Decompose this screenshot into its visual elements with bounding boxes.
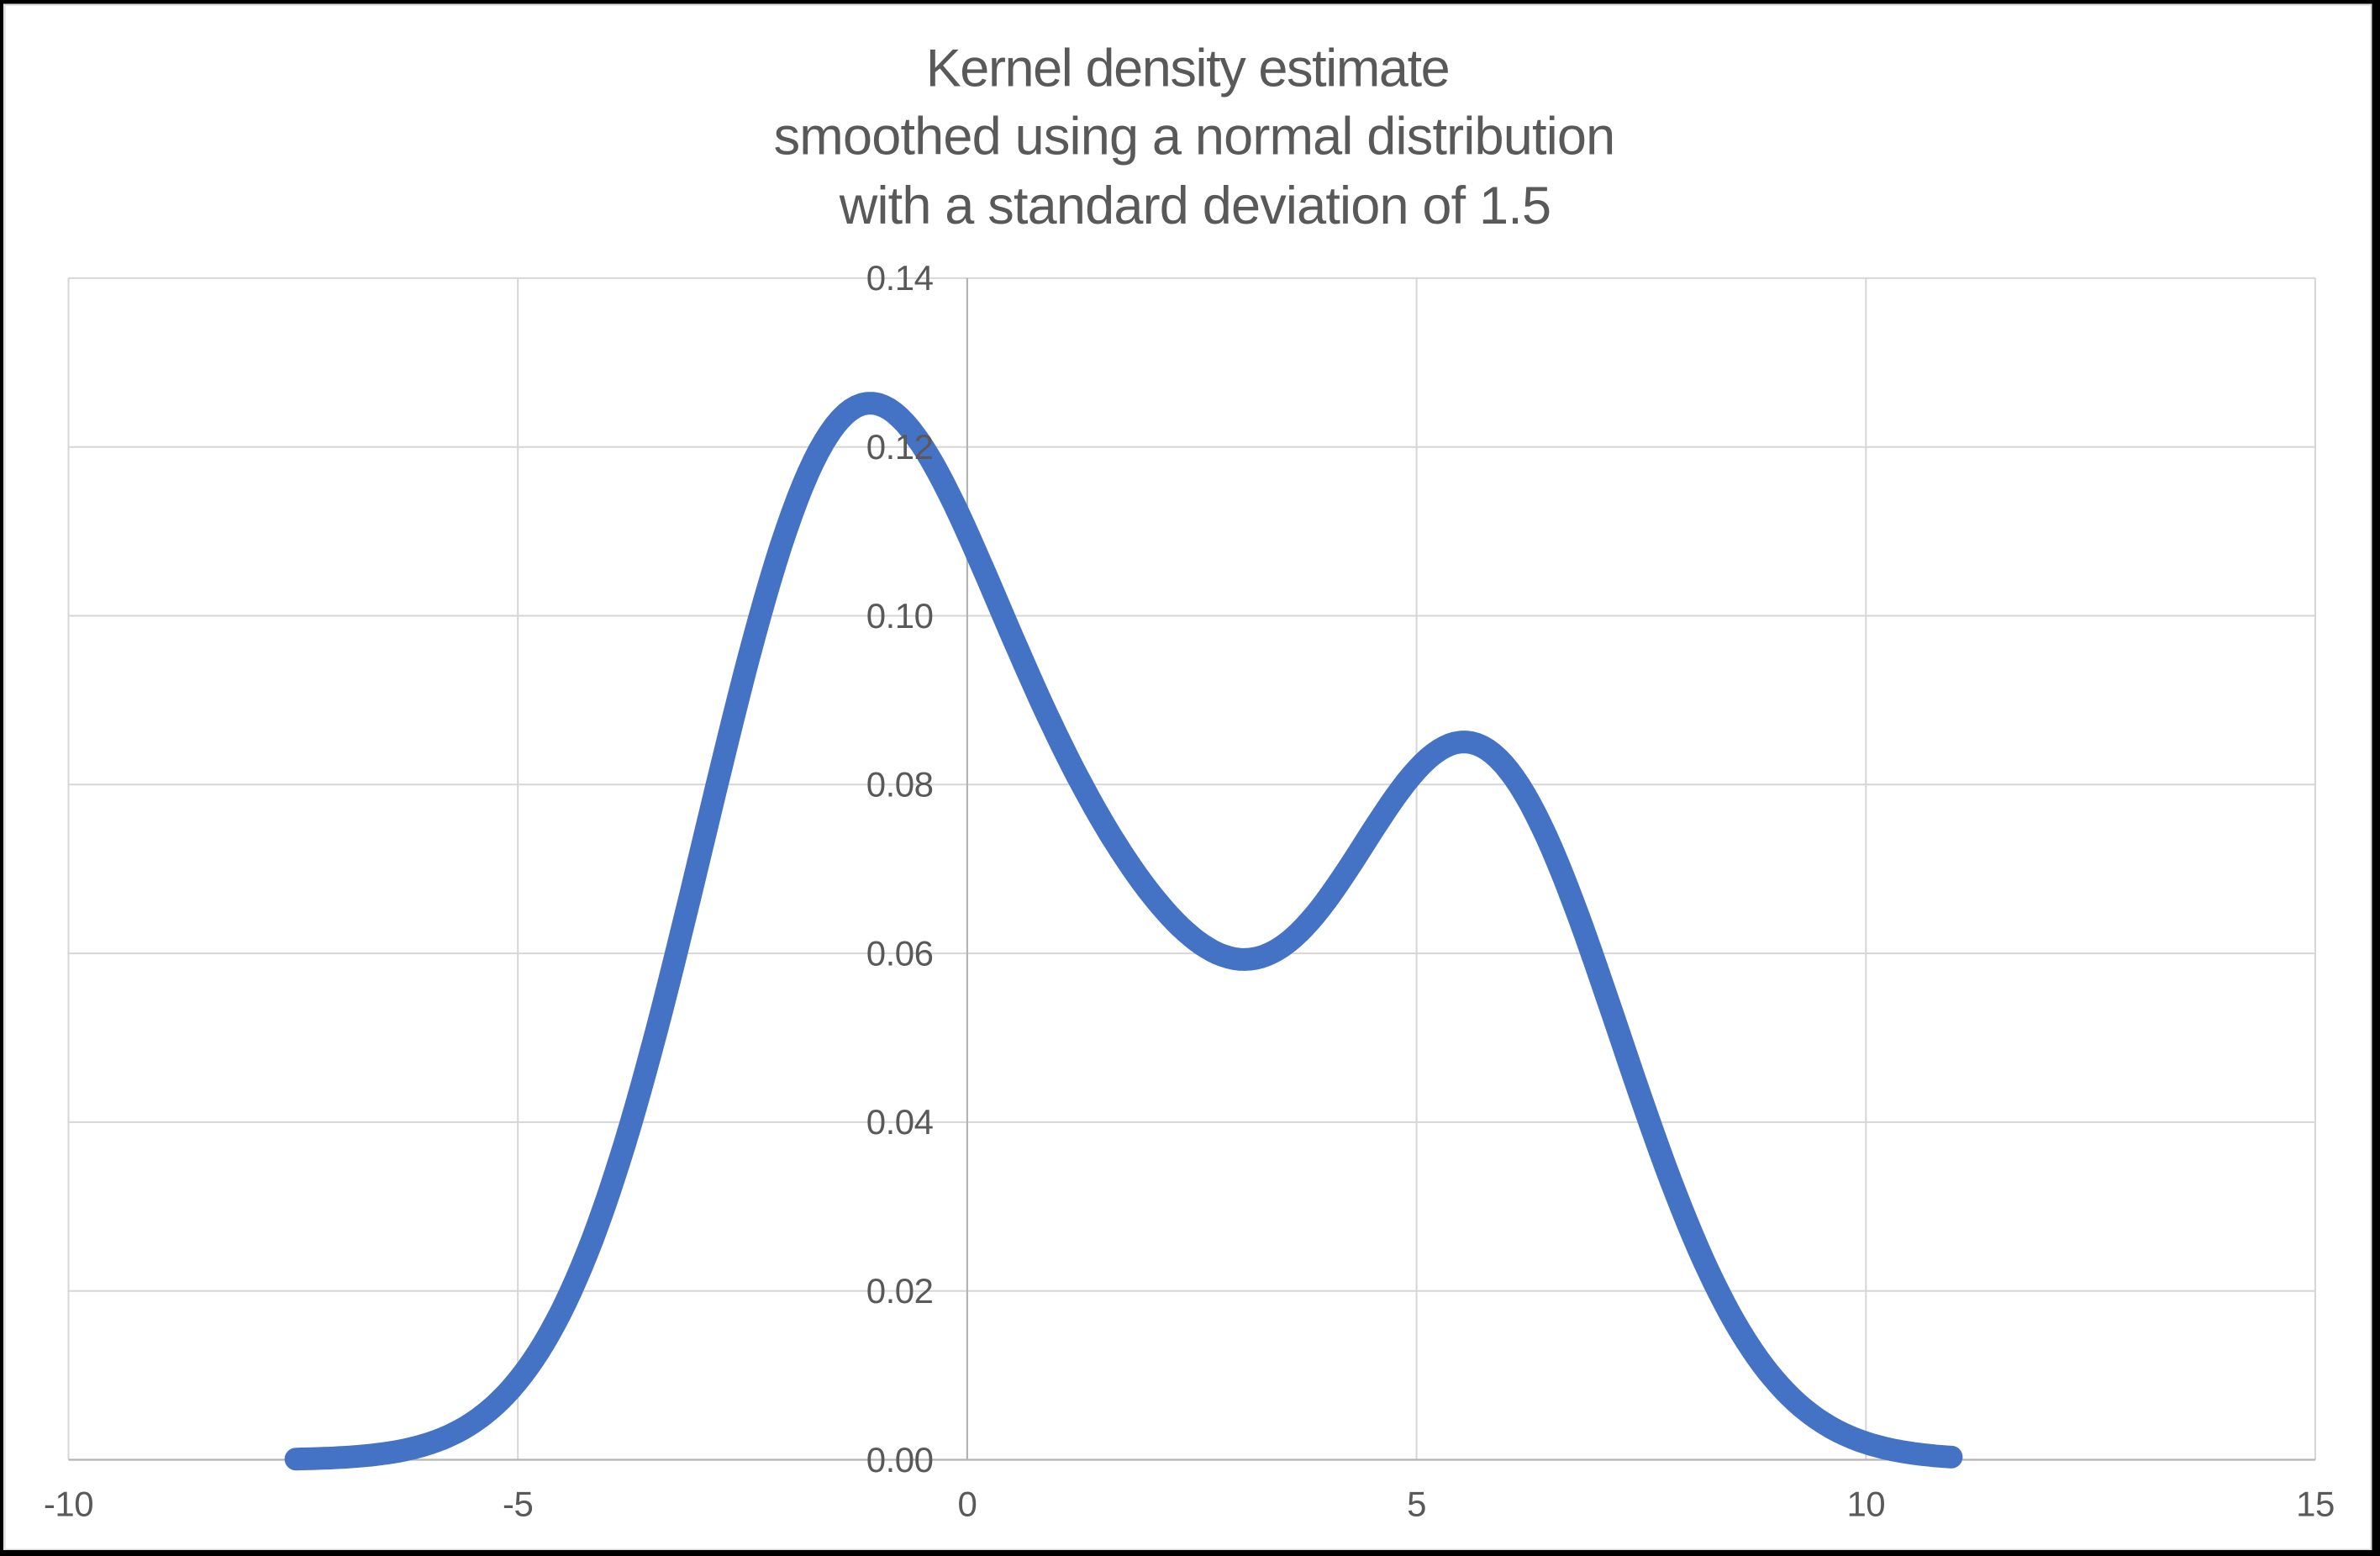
svg-text:0.08: 0.08 <box>866 765 934 804</box>
svg-text:5: 5 <box>1407 1485 1426 1524</box>
svg-text:0.04: 0.04 <box>866 1102 934 1142</box>
svg-text:0.12: 0.12 <box>866 427 934 467</box>
svg-text:0.10: 0.10 <box>866 596 934 636</box>
svg-text:smoothed using a normal distri: smoothed using a normal distribution <box>774 108 1615 166</box>
svg-text:0.14: 0.14 <box>866 258 934 298</box>
svg-text:10: 10 <box>1846 1485 1885 1524</box>
svg-text:-10: -10 <box>44 1485 93 1524</box>
svg-text:15: 15 <box>2296 1485 2335 1524</box>
svg-text:-5: -5 <box>503 1485 533 1524</box>
svg-text:0.00: 0.00 <box>866 1440 934 1480</box>
svg-text:0: 0 <box>957 1485 977 1524</box>
svg-text:Kernel density estimate: Kernel density estimate <box>926 40 1450 98</box>
svg-text:0.02: 0.02 <box>866 1271 934 1311</box>
svg-text:0.06: 0.06 <box>866 933 934 973</box>
svg-text:with a standard deviation of 1: with a standard deviation of 1.5 <box>839 177 1551 235</box>
